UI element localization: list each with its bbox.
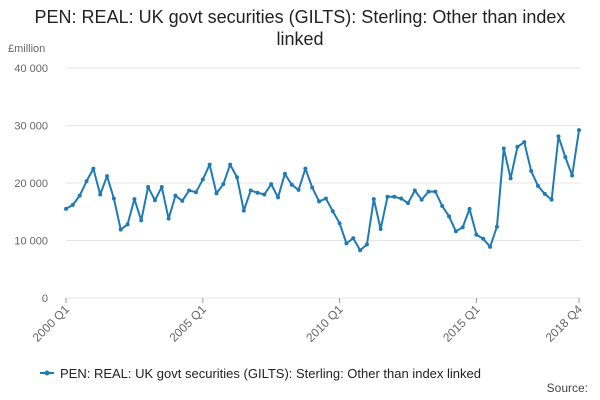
point: [351, 236, 356, 241]
point: [248, 188, 253, 193]
point: [282, 171, 287, 176]
point: [385, 194, 390, 199]
point: [296, 187, 301, 192]
point: [255, 190, 260, 195]
point: [570, 173, 575, 178]
y-tick-label: 30 000: [14, 121, 48, 133]
point: [433, 189, 438, 194]
point: [522, 140, 527, 145]
point: [228, 162, 233, 167]
point: [481, 236, 486, 241]
x-tick-label: 2018 Q4: [543, 302, 586, 345]
point: [262, 192, 267, 197]
point: [139, 218, 144, 223]
point: [235, 175, 239, 180]
point: [303, 166, 308, 171]
point: [440, 204, 445, 208]
point: [474, 232, 479, 237]
point: [105, 174, 110, 179]
point: [64, 206, 68, 211]
point: [529, 168, 534, 173]
point: [146, 185, 151, 190]
point: [337, 221, 342, 226]
point: [577, 128, 581, 133]
point: [111, 196, 116, 201]
source: Source:: [547, 381, 588, 395]
series-line: [65, 129, 580, 252]
point: [276, 195, 281, 200]
point: [125, 222, 130, 227]
y-tick-label: 20 000: [14, 178, 48, 190]
point: [180, 198, 185, 203]
point: [412, 188, 417, 193]
y-unit-label: £million: [8, 43, 45, 55]
y-tick-label: 40 000: [14, 63, 48, 75]
legend-marker: [44, 370, 50, 376]
point: [84, 179, 89, 184]
point: [132, 197, 137, 202]
point: [447, 214, 452, 219]
point: [563, 155, 568, 160]
x-tick-label: 2000 Q1: [30, 302, 73, 345]
point: [426, 189, 431, 194]
point: [542, 191, 547, 196]
point: [310, 185, 315, 190]
point: [378, 227, 383, 231]
point: [494, 224, 499, 229]
point: [221, 182, 226, 187]
point: [330, 209, 335, 214]
point: [467, 206, 472, 211]
point: [488, 244, 493, 249]
point: [91, 166, 96, 171]
point: [358, 248, 363, 253]
point: [453, 229, 458, 234]
point: [364, 242, 369, 247]
point: [419, 197, 424, 202]
point: [269, 182, 274, 187]
chart-title: PEN: REAL: UK govt securities (GILTS): S…: [34, 7, 566, 49]
point: [344, 241, 349, 246]
point: [70, 202, 75, 207]
point: [166, 216, 171, 221]
point: [515, 144, 520, 149]
point: [207, 162, 212, 167]
legend-label: PEN: REAL: UK govt securities (GILTS): S…: [60, 366, 481, 381]
point: [460, 225, 465, 230]
point: [173, 193, 178, 198]
point: [214, 191, 219, 196]
point: [200, 177, 205, 182]
point: [556, 134, 561, 139]
point: [152, 198, 157, 203]
point: [323, 196, 328, 201]
point: [98, 192, 103, 197]
point: [508, 176, 513, 181]
x-tick-label: 2015 Q1: [440, 302, 483, 345]
point: [406, 201, 410, 206]
point: [317, 199, 322, 204]
point: [549, 197, 554, 202]
point: [289, 182, 294, 187]
point: [392, 194, 397, 199]
point: [187, 188, 192, 193]
point: [501, 146, 506, 151]
x-tick-label: 2010 Q1: [303, 302, 346, 345]
y-tick-label: 0: [42, 293, 48, 305]
x-tick-label: 2005 Q1: [166, 302, 209, 345]
point: [535, 183, 540, 188]
point: [241, 208, 246, 213]
y-tick-label: 10 000: [14, 236, 48, 248]
point: [399, 196, 404, 201]
point: [118, 227, 123, 232]
point: [371, 197, 376, 202]
point: [159, 185, 164, 190]
point: [193, 190, 198, 195]
point: [77, 193, 82, 198]
